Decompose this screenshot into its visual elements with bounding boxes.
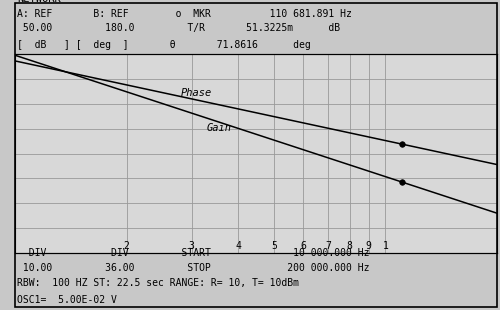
Text: Gain: Gain <box>207 123 232 133</box>
Text: RBW:  100 HZ ST: 22.5 sec RANGE: R= 10, T= 10dBm: RBW: 100 HZ ST: 22.5 sec RANGE: R= 10, T… <box>18 278 300 288</box>
Text: 10.00         36.00         STOP             200 000.000 Hz: 10.00 36.00 STOP 200 000.000 Hz <box>18 263 370 273</box>
Text: 8: 8 <box>346 241 352 251</box>
Text: 6: 6 <box>300 241 306 251</box>
Text: 7: 7 <box>325 241 331 251</box>
Text: OSC1=  5.00E-02 V: OSC1= 5.00E-02 V <box>18 295 117 305</box>
Text: 4: 4 <box>235 241 241 251</box>
Text: [  dB   ] [  deg  ]       θ       71.8616      deg: [ dB ] [ deg ] θ 71.8616 deg <box>18 40 311 50</box>
Text: Phase: Phase <box>180 88 212 98</box>
Text: 3: 3 <box>189 241 194 251</box>
Text: 5: 5 <box>271 241 277 251</box>
Text: 9: 9 <box>366 241 372 251</box>
Text: NETWORK: NETWORK <box>18 0 61 4</box>
Text: 2: 2 <box>124 241 130 251</box>
Text: DIV           DIV         START              10 000.000 Hz: DIV DIV START 10 000.000 Hz <box>18 248 370 258</box>
Text: 1: 1 <box>382 241 388 251</box>
Text: A: REF       B: REF        o  MKR          110 681.891 Hz: A: REF B: REF o MKR 110 681.891 Hz <box>18 9 352 19</box>
Text: 50.00         180.0         T/R       51.3225m      dB: 50.00 180.0 T/R 51.3225m dB <box>18 24 340 33</box>
